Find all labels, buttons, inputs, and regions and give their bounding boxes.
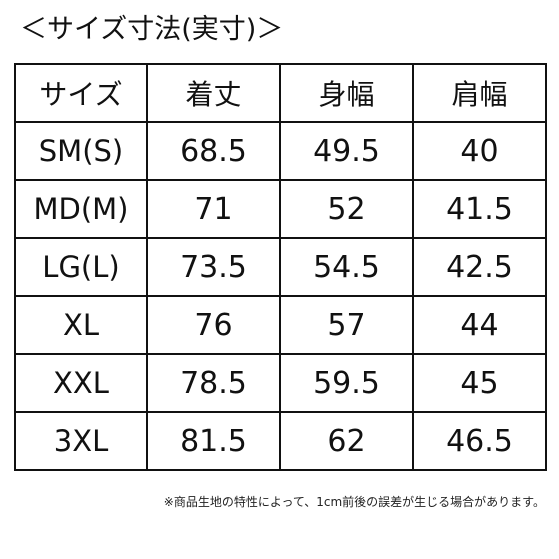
cell-size: MD(M) xyxy=(14,179,148,239)
table-row: LG(L) 73.5 54.5 42.5 xyxy=(14,237,547,297)
cell-shoulder: 41.5 xyxy=(412,179,547,239)
cell-length: 78.5 xyxy=(146,353,281,413)
header-width: 身幅 xyxy=(279,63,414,123)
size-table: サイズ 着丈 身幅 肩幅 SM(S) 68.5 49.5 40 MD(M) 71… xyxy=(14,63,547,471)
cell-length: 76 xyxy=(146,295,281,355)
table-row: SM(S) 68.5 49.5 40 xyxy=(14,121,547,181)
cell-width: 59.5 xyxy=(279,353,414,413)
cell-length: 71 xyxy=(146,179,281,239)
cell-size: XXL xyxy=(14,353,148,413)
cell-width: 54.5 xyxy=(279,237,414,297)
cell-shoulder: 44 xyxy=(412,295,547,355)
cell-shoulder: 40 xyxy=(412,121,547,181)
table-row: MD(M) 71 52 41.5 xyxy=(14,179,547,239)
header-length: 着丈 xyxy=(146,63,281,123)
header-shoulder: 肩幅 xyxy=(412,63,547,123)
cell-length: 81.5 xyxy=(146,411,281,471)
cell-width: 52 xyxy=(279,179,414,239)
cell-length: 73.5 xyxy=(146,237,281,297)
table-header-row: サイズ 着丈 身幅 肩幅 xyxy=(14,63,547,123)
cell-width: 49.5 xyxy=(279,121,414,181)
cell-shoulder: 45 xyxy=(412,353,547,413)
header-size: サイズ xyxy=(14,63,148,123)
tolerance-note: ※商品生地の特性によって、1cm前後の誤差が生じる場合があります。 xyxy=(163,495,545,509)
cell-length: 68.5 xyxy=(146,121,281,181)
cell-size: XL xyxy=(14,295,148,355)
cell-width: 62 xyxy=(279,411,414,471)
cell-size: SM(S) xyxy=(14,121,148,181)
table-row: XL 76 57 44 xyxy=(14,295,547,355)
page-title: ＜サイズ寸法(実寸)＞ xyxy=(20,14,284,45)
cell-width: 57 xyxy=(279,295,414,355)
cell-shoulder: 42.5 xyxy=(412,237,547,297)
table-row: XXL 78.5 59.5 45 xyxy=(14,353,547,413)
table-row: 3XL 81.5 62 46.5 xyxy=(14,411,547,471)
cell-size: LG(L) xyxy=(14,237,148,297)
cell-size: 3XL xyxy=(14,411,148,471)
cell-shoulder: 46.5 xyxy=(412,411,547,471)
